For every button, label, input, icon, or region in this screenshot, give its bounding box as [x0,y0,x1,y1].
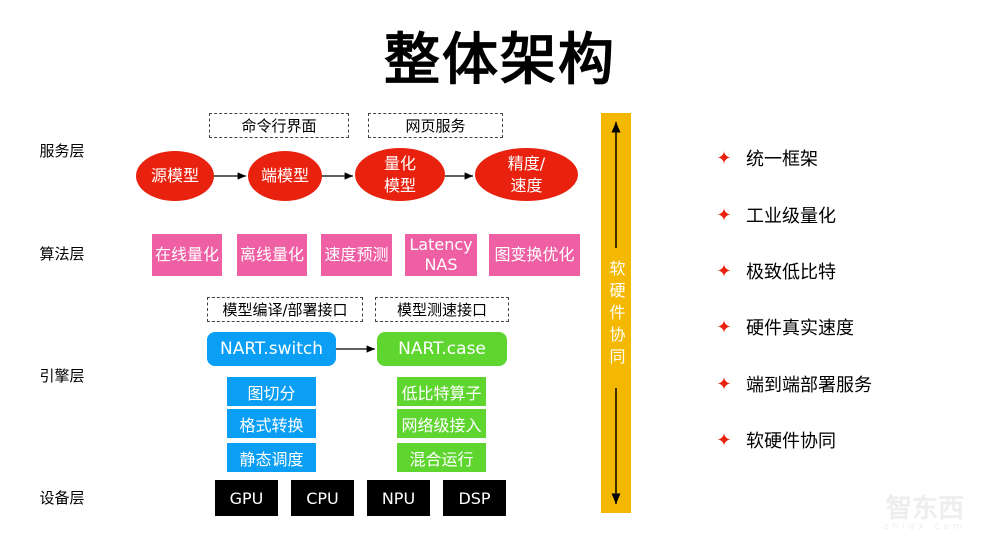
switch-item: 静态调度 [227,443,316,472]
page-title: 整体架构 [384,27,616,93]
star-icon: ✦ [716,260,732,282]
case-item: 网络级接入 [397,409,486,438]
nart-case: NART.case [377,332,507,366]
algo-latency-nas: Latency NAS [405,234,477,276]
algo-graph-opt: 图变换优化 [489,234,580,276]
codesign-label: 软硬件协同 [606,260,626,370]
feature-item: ✦ 工业级量化 [712,201,836,229]
feature-label: 统一框架 [746,149,818,170]
layer-label-engine: 引擎层 [39,366,85,385]
watermark-url: zhidx.com [883,522,967,532]
case-item: 混合运行 [397,443,486,472]
algo-offline-quant: 离线量化 [237,234,307,276]
device-cpu: CPU [291,480,354,516]
feature-label: 硬件真实速度 [746,318,854,339]
star-icon: ✦ [716,204,732,226]
interface-compile-deploy: 模型编译/部署接口 [207,297,363,322]
feature-item: ✦ 极致低比特 [712,257,836,285]
watermark-logo: 智东西 zhidx.com [860,490,990,540]
device-gpu: GPU [215,480,278,516]
node-accuracy-speed: 精度/ 速度 [475,148,578,201]
interface-web: 网页服务 [368,113,503,138]
feature-item: ✦ 软硬件协同 [712,426,836,454]
feature-item: ✦ 统一框架 [712,144,818,172]
switch-item: 图切分 [227,377,316,406]
feature-label: 极致低比特 [746,262,836,283]
star-icon: ✦ [716,147,732,169]
feature-item: ✦ 硬件真实速度 [712,313,854,341]
device-dsp: DSP [443,480,506,516]
layer-label-device: 设备层 [39,488,85,507]
nart-switch: NART.switch [207,332,336,366]
algo-speed-predict: 速度预测 [321,234,392,276]
star-icon: ✦ [716,429,732,451]
star-icon: ✦ [716,316,732,338]
case-item: 低比特算子 [397,377,486,406]
feature-label: 软硬件协同 [746,431,836,452]
algo-online-quant: 在线量化 [152,234,222,276]
node-source-model: 源模型 [136,151,214,201]
device-npu: NPU [367,480,430,516]
interface-cli: 命令行界面 [209,113,349,138]
feature-item: ✦ 端到端部署服务 [712,370,872,398]
feature-label: 端到端部署服务 [746,375,872,396]
layer-label-service: 服务层 [39,141,85,160]
watermark-text: 智东西 [885,494,964,524]
switch-item: 格式转换 [227,409,316,438]
interface-speed-test: 模型测速接口 [375,297,509,322]
layer-label-algorithm: 算法层 [39,244,85,263]
node-edge-model: 端模型 [248,151,322,201]
star-icon: ✦ [716,373,732,395]
feature-label: 工业级量化 [746,206,836,227]
node-quantized-model: 量化 模型 [355,148,445,201]
